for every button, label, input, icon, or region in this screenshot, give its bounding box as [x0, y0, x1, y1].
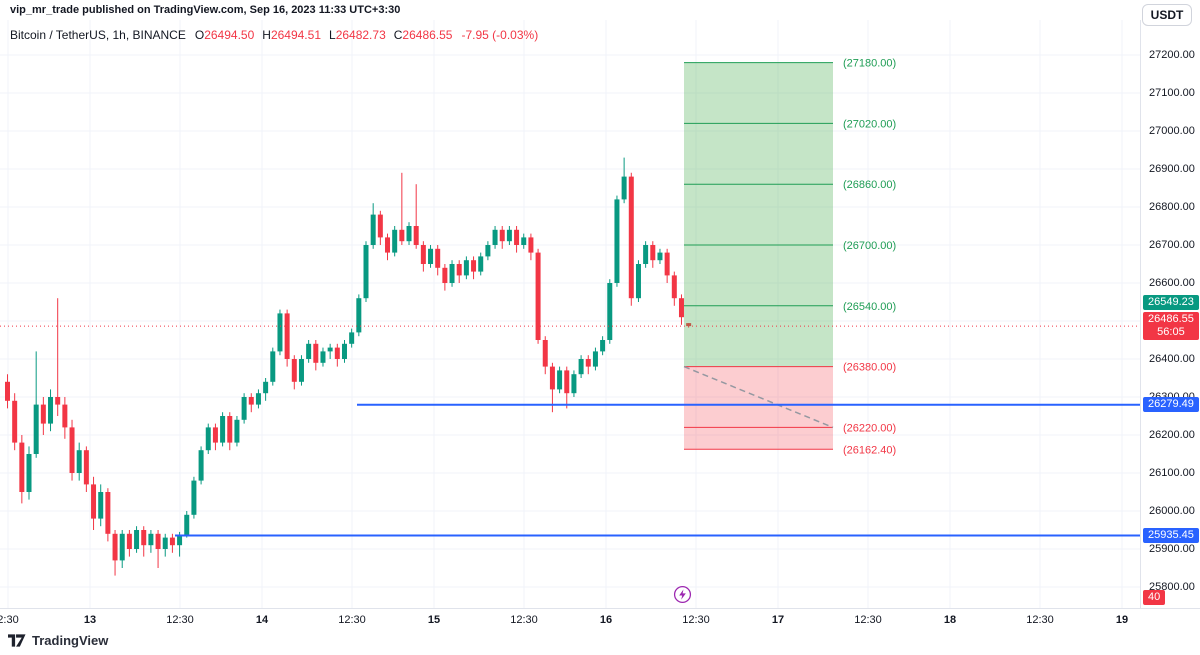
candles	[5, 157, 692, 576]
price-tick-label: 26700.00	[1149, 239, 1195, 251]
position-level-label: (26220.00)	[843, 422, 896, 434]
candlestick-plot[interactable]: (27180.00) (27020.00) (26860.00) (26700.00)…	[0, 20, 1140, 608]
grid	[0, 20, 1140, 608]
time-tick-label: 12:30	[510, 614, 538, 626]
price-tick-label: 26900.00	[1149, 163, 1195, 175]
price-scale[interactable]: 25800.00 25900.00 26000.00 26100.00 26200.00…	[1140, 20, 1200, 608]
price-tick-label: 26600.00	[1149, 277, 1195, 289]
time-tick-label: 12:30	[854, 614, 882, 626]
price-scale-badge: 26279.49	[1143, 397, 1199, 413]
time-tick-label: 14	[255, 614, 269, 626]
price-tick-label: 27100.00	[1149, 87, 1195, 99]
time-tick-label: 18	[943, 614, 957, 626]
tradingview-logo-text: TradingView	[32, 633, 109, 648]
time-tick-label: 2:30	[0, 614, 19, 626]
time-tick-label: 15	[427, 614, 441, 626]
price-scale-badge: 25935.45	[1143, 528, 1199, 544]
time-axis[interactable]: 2:30 13 12:30 14 12:30 15 12:30 16 12:30 17 12:30 1…	[0, 608, 1200, 633]
price-tick-label: 27200.00	[1149, 49, 1195, 61]
tradingview-logo-link[interactable]: TradingView	[8, 633, 108, 648]
time-tick-label: 17	[771, 614, 785, 626]
price-tick-label: 27000.00	[1149, 125, 1195, 137]
position-level-label: (27020.00)	[843, 118, 896, 130]
ohlc-item: O26494.50	[194, 28, 255, 42]
position-level-label: (26700.00)	[843, 240, 896, 252]
time-tick-label: 12:30	[166, 614, 194, 626]
symbol-title: Bitcoin / TetherUS, 1h, BINANCE	[10, 28, 186, 42]
currency-toggle-button[interactable]: USDT	[1142, 4, 1192, 26]
price-tick-label: 26400.00	[1149, 353, 1195, 365]
position-level-label: (27180.00)	[843, 58, 896, 70]
ohlc-item: C26486.55	[393, 28, 453, 42]
time-tick-label: 12:30	[682, 614, 710, 626]
time-tick-label: 12:30	[1026, 614, 1054, 626]
price-tick-label: 26100.00	[1149, 467, 1195, 479]
ohlc-item: L26482.73	[329, 28, 386, 42]
time-tick-label: 12:30	[338, 614, 366, 626]
chart-plot-area[interactable]: (27180.00) (27020.00) (26860.00) (26700.00)…	[0, 20, 1140, 608]
symbol-legend: Bitcoin / TetherUS, 1h, BINANCE O26494.5…	[10, 28, 538, 42]
time-tick-label: 13	[83, 614, 97, 626]
change-value: -7.95 (-0.03%)	[461, 28, 539, 42]
price-scale-badge: 26486.55 56:05	[1143, 312, 1199, 341]
price-scale-badge: 26549.23	[1143, 294, 1199, 310]
position-level-label: (26540.00)	[843, 301, 896, 313]
tradingview-logo-icon	[8, 634, 26, 647]
price-scale-badge: 40	[1143, 589, 1166, 605]
ohlc-values: O26494.50 H26494.51 L26482.73 C26486.55	[195, 28, 453, 42]
attribution-line: vip_mr_trade published on TradingView.co…	[10, 4, 401, 16]
horizontal-lines[interactable]	[175, 403, 1140, 537]
time-tick-label: 16	[599, 614, 613, 626]
position-level-label: (26860.00)	[843, 179, 896, 191]
price-tick-label: 26200.00	[1149, 429, 1195, 441]
position-level-label: (26162.40)	[843, 444, 896, 456]
time-tick-label: 19	[1115, 614, 1129, 626]
price-tick-label: 26000.00	[1149, 505, 1195, 517]
ohlc-item: H26494.51	[262, 28, 321, 42]
event-lightning-icon[interactable]	[673, 585, 692, 604]
price-tick-label: 26800.00	[1149, 201, 1195, 213]
long-position-tool[interactable]: (27180.00) (27020.00) (26860.00) (26700.00)…	[683, 58, 896, 457]
price-tick-label: 25900.00	[1149, 543, 1195, 555]
position-level-label: (26380.00)	[843, 362, 896, 374]
